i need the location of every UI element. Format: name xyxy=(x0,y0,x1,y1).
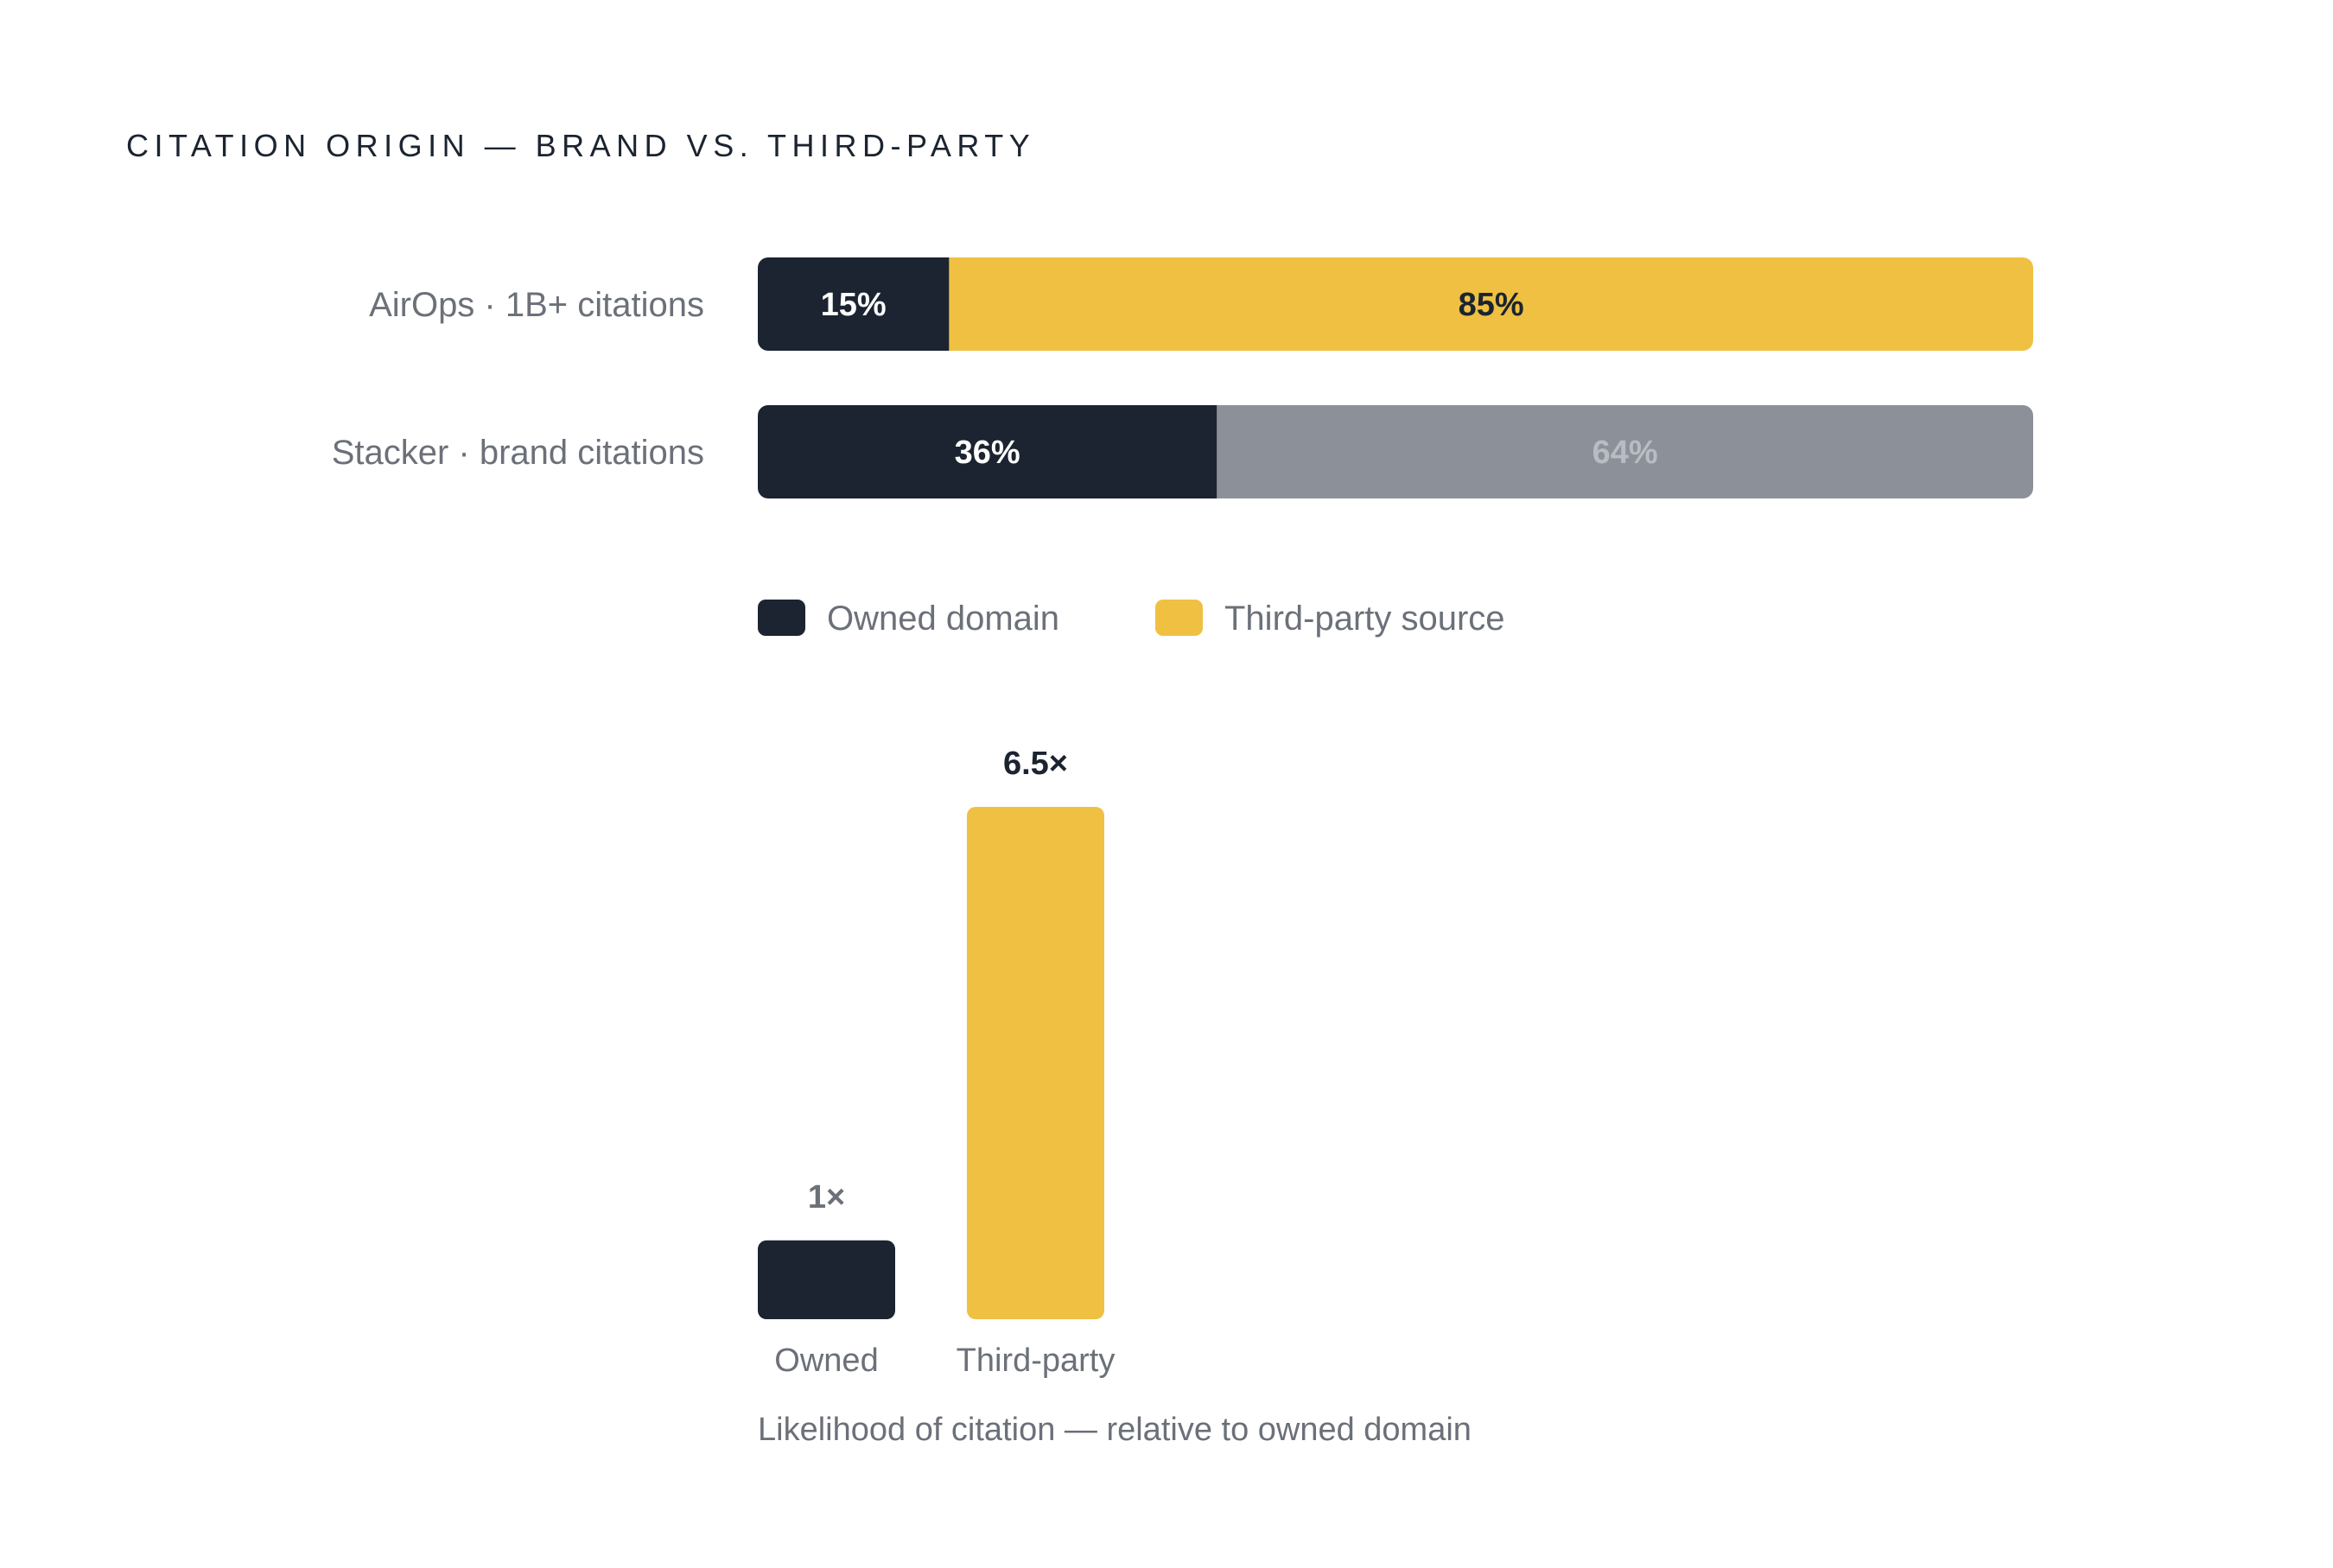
legend-swatch-third-party xyxy=(1155,600,1203,636)
row-label: AirOps · 1B+ citations xyxy=(369,286,704,324)
bar-segment-owned xyxy=(758,405,1217,498)
chart-caption: Likelihood of citation — relative to own… xyxy=(758,1412,1472,1448)
category-label: Third-party xyxy=(957,1343,1116,1379)
bar-value-label: 1× xyxy=(808,1179,845,1216)
row-label: Stacker · brand citations xyxy=(332,434,704,472)
vertical-bar-chart: 1× Owned 6.5× Third-party Likelihood of cita… xyxy=(758,746,1472,1448)
legend-swatch-owned xyxy=(758,600,805,636)
legend-label: Owned domain xyxy=(827,600,1059,638)
segment-value-label: 85% xyxy=(1459,287,1524,323)
legend: Owned domain Third-party source xyxy=(758,600,1505,638)
bar-owned xyxy=(758,1240,895,1319)
bar-segment-third-party xyxy=(949,257,2033,351)
bar-segment-third-party xyxy=(1217,405,2033,498)
stacked-bar-chart: AirOps · 1B+ citations 15% 85% Stacker · br… xyxy=(332,257,2033,498)
bar-value-label: 6.5× xyxy=(1003,746,1068,782)
segment-value-label: 64% xyxy=(1592,435,1658,471)
segment-value-label: 15% xyxy=(821,287,887,323)
bar-third-party xyxy=(967,807,1104,1319)
segment-value-label: 36% xyxy=(955,435,1020,471)
chart-title: CITATION ORIGIN — BRAND VS. THIRD-PARTY xyxy=(126,128,1035,163)
bar-segment-owned xyxy=(758,257,950,351)
category-label: Owned xyxy=(774,1343,878,1379)
legend-label: Third-party source xyxy=(1224,600,1505,638)
